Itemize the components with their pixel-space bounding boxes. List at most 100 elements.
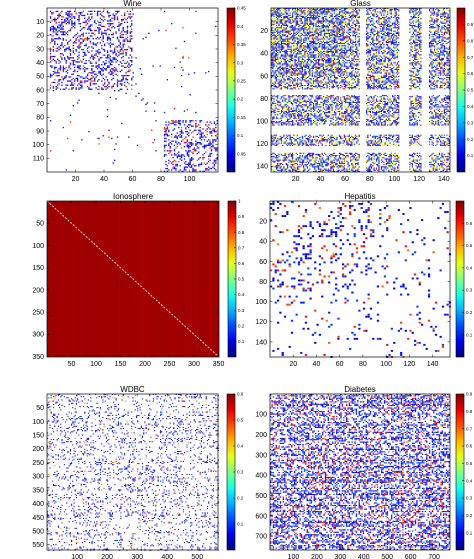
heatmap-cell [97,80,98,81]
heatmap-cell [83,15,84,16]
heatmap-cell [317,57,318,58]
heatmap-cell [299,41,300,42]
heatmap-cell [296,48,297,49]
heatmap-cell [298,9,299,10]
heatmap-cell [294,28,295,29]
heatmap-cell [63,71,64,72]
heatmap-cell [168,143,169,144]
heatmap-cell [431,41,432,42]
heatmap-cell [350,28,351,29]
heatmap-cell [191,167,192,168]
heatmap-cell [329,41,330,42]
heatmap-cell [73,78,74,79]
heatmap-cell [296,44,297,45]
heatmap-cell [288,40,289,41]
heatmap-cell [293,45,294,46]
heatmap-cell [273,33,274,34]
heatmap-cell [130,60,131,61]
heatmap-cell [78,18,79,19]
heatmap-cell [304,20,305,21]
heatmap-cell [184,167,185,168]
heatmap-cell [272,37,273,38]
heatmap-cell [398,50,399,51]
heatmap-cell [101,68,102,69]
heatmap-cell [115,59,116,60]
heatmap-cell [114,52,115,53]
heatmap-cell [420,19,421,20]
heatmap-cell [392,52,393,53]
heatmap-cell [114,90,115,91]
heatmap-cell [133,76,134,77]
heatmap-cell [370,17,371,18]
heatmap-cell [61,24,62,25]
heatmap-cell [448,20,449,21]
heatmap-cell [340,48,341,49]
heatmap-cell [91,56,92,57]
heatmap-cell [287,37,288,38]
heatmap-cell [91,80,92,81]
heatmap-cell [334,49,335,50]
heatmap-cell [320,51,321,52]
heatmap-cell [280,31,281,32]
heatmap-cell [313,11,314,12]
heatmap-cell [440,40,441,41]
heatmap-cell [287,17,288,18]
heatmap-cell [185,127,186,128]
heatmap-cell [120,24,121,25]
heatmap-cell [346,48,347,49]
heatmap-cell [357,17,358,18]
heatmap-cell [73,61,74,62]
heatmap-cell [66,13,67,14]
heatmap-cell [435,42,436,43]
heatmap-cell [398,42,399,43]
heatmap-cell [448,9,449,10]
heatmap-cell [125,86,126,87]
heatmap-cell [343,33,344,34]
heatmap-cell [204,157,205,158]
heatmap-cell [318,35,319,36]
heatmap-cell [312,52,313,53]
heatmap-cell [282,32,283,33]
heatmap-cell [84,39,85,40]
heatmap-cell [278,49,279,50]
heatmap-cell [307,24,308,25]
heatmap-cell [171,23,172,24]
heatmap-cell [103,38,104,39]
heatmap-cell [211,150,212,151]
heatmap-cell [322,31,323,32]
heatmap-cell [130,70,131,71]
heatmap-cell [375,22,376,23]
heatmap-cell [117,37,118,38]
heatmap-cell [168,162,169,163]
heatmap-cell [392,17,393,18]
heatmap-cell [398,10,399,11]
heatmap-cell [105,60,106,61]
heatmap-cell [378,35,379,36]
heatmap-cell [396,11,397,12]
heatmap-cell [430,53,431,54]
heatmap-cell [302,46,303,47]
heatmap-cell [285,52,286,53]
heatmap-cell [115,46,116,47]
heatmap-cell [357,18,358,19]
heatmap-cell [431,9,432,10]
heatmap-cell [301,52,302,53]
heatmap-cell [88,20,89,21]
heatmap-cell [120,46,121,47]
heatmap-cell [320,14,321,15]
heatmap-cell [276,31,277,32]
heatmap-cell [280,34,281,35]
heatmap-cell [371,48,372,49]
heatmap-cell [391,35,392,36]
heatmap-cell [108,57,109,58]
heatmap-cell [104,33,105,34]
heatmap-cell [67,18,68,19]
heatmap-cell [435,39,436,40]
heatmap-cell [318,46,319,47]
heatmap-cell [296,25,297,26]
heatmap-cell [58,30,59,31]
heatmap-cell [63,34,64,35]
heatmap-cell [91,46,92,47]
heatmap-cell [418,44,419,45]
heatmap-cell [133,13,134,14]
